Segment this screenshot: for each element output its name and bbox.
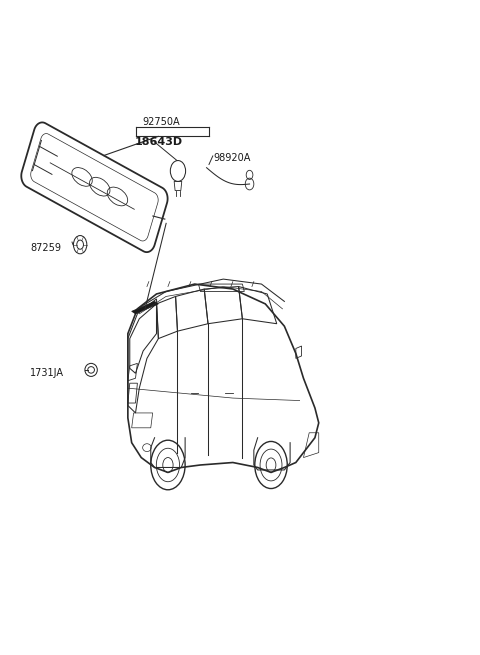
Text: 87259: 87259 — [30, 243, 61, 253]
Text: 1731JA: 1731JA — [30, 368, 64, 378]
Text: 98920A: 98920A — [214, 153, 251, 163]
Polygon shape — [132, 301, 158, 314]
Text: 92750A: 92750A — [142, 117, 180, 127]
Text: 18643D: 18643D — [135, 137, 183, 147]
